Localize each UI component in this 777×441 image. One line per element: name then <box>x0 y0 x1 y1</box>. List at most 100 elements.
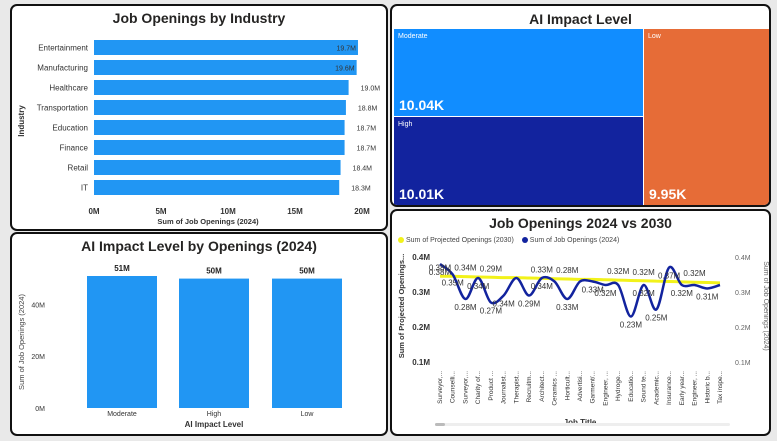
legend-dot-icon <box>521 237 528 244</box>
data-label: 0.32M <box>594 289 617 298</box>
impact-chart-panel[interactable]: AI Impact Level by Openings (2024) 0M 20M… <box>10 232 388 436</box>
data-label: 0.34M <box>467 282 490 291</box>
data-label: 0.27M <box>480 307 503 316</box>
y-axis-title: Sum of Projected Openings... <box>397 254 406 359</box>
bar[interactable] <box>94 180 340 195</box>
treemap-cell-low[interactable]: Low 9.95K <box>644 29 769 205</box>
data-label: 18.4M <box>353 166 373 173</box>
y-right-axis-title: Sum of Job Openings (2024) <box>762 261 769 351</box>
x-tick-label: Historic b... <box>704 371 711 404</box>
data-label: 0.29M <box>480 264 503 273</box>
bar[interactable] <box>94 120 345 135</box>
category-label: Transportation <box>37 104 88 113</box>
bar[interactable] <box>94 80 349 95</box>
data-label: 0.33M <box>556 303 579 312</box>
y-right-tick-label: 0.4M <box>735 255 751 262</box>
bar[interactable] <box>179 278 249 408</box>
x-tick-label: Surveyor,... <box>437 371 444 404</box>
data-label: 0.32M <box>633 268 656 277</box>
x-tick-label: Sound te... <box>641 371 648 403</box>
data-label: 19.6M <box>335 66 355 73</box>
line-chart-title: Job Openings 2024 vs 2030 <box>489 215 672 231</box>
horizontal-scrollbar[interactable] <box>435 423 730 426</box>
category-label: Education <box>52 124 88 133</box>
x-tick-label: 5M <box>155 207 166 216</box>
x-tick-label: Architect... <box>539 371 546 402</box>
data-label: 50M <box>299 267 315 276</box>
data-label: 18.3M <box>351 186 371 193</box>
x-tick-label: Product ... <box>488 371 495 401</box>
x-tick-label: Recruitm... <box>526 371 533 403</box>
category-label: Retail <box>68 164 89 173</box>
data-label: 0.29M <box>518 300 541 309</box>
treemap-panel[interactable]: AI Impact Level Moderate 10.04K High 10.… <box>390 4 771 207</box>
x-tick-label: Insurance... <box>666 371 673 405</box>
category-label: IT <box>81 184 88 193</box>
bar[interactable] <box>272 278 342 408</box>
x-axis-title: AI Impact Level <box>185 420 244 429</box>
x-tick-label: Engineer, ... <box>692 371 699 406</box>
data-label: 0.28M <box>556 266 579 275</box>
x-axis-title: Job Title <box>564 418 597 427</box>
x-axis-title: Sum of Job Openings (2024) <box>157 217 259 226</box>
data-label: 0.32M <box>633 289 656 298</box>
scrollbar-thumb[interactable] <box>435 423 445 426</box>
treemap-cell-label: Low <box>648 33 661 40</box>
impact-chart-title: AI Impact Level by Openings (2024) <box>81 238 317 254</box>
x-tick-label: 10M <box>220 207 236 216</box>
x-tick-label: Early year... <box>679 371 686 406</box>
bar[interactable] <box>94 100 346 115</box>
industry-chart-panel[interactable]: Job Openings by Industry Entertainment 19… <box>10 4 388 231</box>
treemap-cell-value: 10.04K <box>399 97 445 113</box>
data-label: 0.23M <box>620 321 643 330</box>
y-right-tick-label: 0.2M <box>735 325 751 332</box>
x-tick-label: Tax inspe... <box>717 371 724 404</box>
bar[interactable] <box>87 276 157 408</box>
bar[interactable] <box>94 60 357 75</box>
y-axis-title: Sum of Job Openings (2024) <box>17 294 26 390</box>
category-label: Manufacturing <box>37 64 88 73</box>
treemap-cell-moderate[interactable]: Moderate 10.04K <box>394 29 643 116</box>
data-label: 0.28M <box>454 303 477 312</box>
data-label: 0.25M <box>645 314 668 323</box>
x-tick-label: Engineer, ... <box>602 371 609 406</box>
data-label: 18.7M <box>357 126 377 133</box>
category-label: Moderate <box>107 411 137 418</box>
data-label: 0.35M <box>442 279 465 288</box>
data-label: 18.8M <box>358 106 378 113</box>
data-label: 50M <box>206 267 222 276</box>
data-label: 0.32M <box>607 267 630 276</box>
legend-item-label: Sum of Job Openings (2024) <box>529 237 620 244</box>
data-label: 0.32M <box>671 289 694 298</box>
data-label: 0.38M <box>429 263 452 272</box>
y-tick-label: 0.2M <box>412 323 430 332</box>
bar[interactable] <box>94 140 345 155</box>
treemap-cell-value: 9.95K <box>649 186 687 202</box>
y-right-tick-label: 0.1M <box>735 360 751 367</box>
x-tick-label: Garment/... <box>590 371 597 404</box>
bar[interactable] <box>94 160 341 175</box>
data-label: 18.7M <box>357 146 377 153</box>
line-chart-panel[interactable]: Job Openings 2024 vs 2030 Sum of Project… <box>390 209 771 436</box>
treemap-cell-high[interactable]: High 10.01K <box>394 117 643 205</box>
data-label: 0.38M <box>429 268 452 277</box>
y-tick-label: 40M <box>31 302 45 309</box>
data-label: 51M <box>114 264 130 273</box>
x-tick-label: Educatio... <box>628 371 635 402</box>
legend-item-projected[interactable]: Sum of Projected Openings (2030) <box>398 237 514 244</box>
series-line[interactable] <box>439 274 721 285</box>
data-label: 0.32M <box>683 269 706 278</box>
series-line[interactable] <box>439 262 721 318</box>
x-tick-label: 15M <box>287 207 303 216</box>
treemap-cell-value: 10.01K <box>399 186 445 202</box>
legend-item-current[interactable]: Sum of Job Openings (2024) <box>521 237 620 244</box>
impact-bar-chart: 0M 20M 40M 51M Moderate 50M High 50M Low AI Impac… <box>17 264 342 429</box>
category-label: Entertainment <box>38 44 89 53</box>
x-tick-label: Therapist... <box>513 371 520 404</box>
data-label: 0.34M <box>493 300 516 309</box>
treemap-cell-label: Moderate <box>398 33 428 40</box>
line-chart: 0.1M 0.1M0.2M 0.2M0.3M 0.3M0.4M 0.4M0.38M0.3… <box>397 253 769 427</box>
category-label: Finance <box>60 144 89 153</box>
bar[interactable] <box>94 40 358 55</box>
treemap-title: AI Impact Level <box>529 11 632 27</box>
